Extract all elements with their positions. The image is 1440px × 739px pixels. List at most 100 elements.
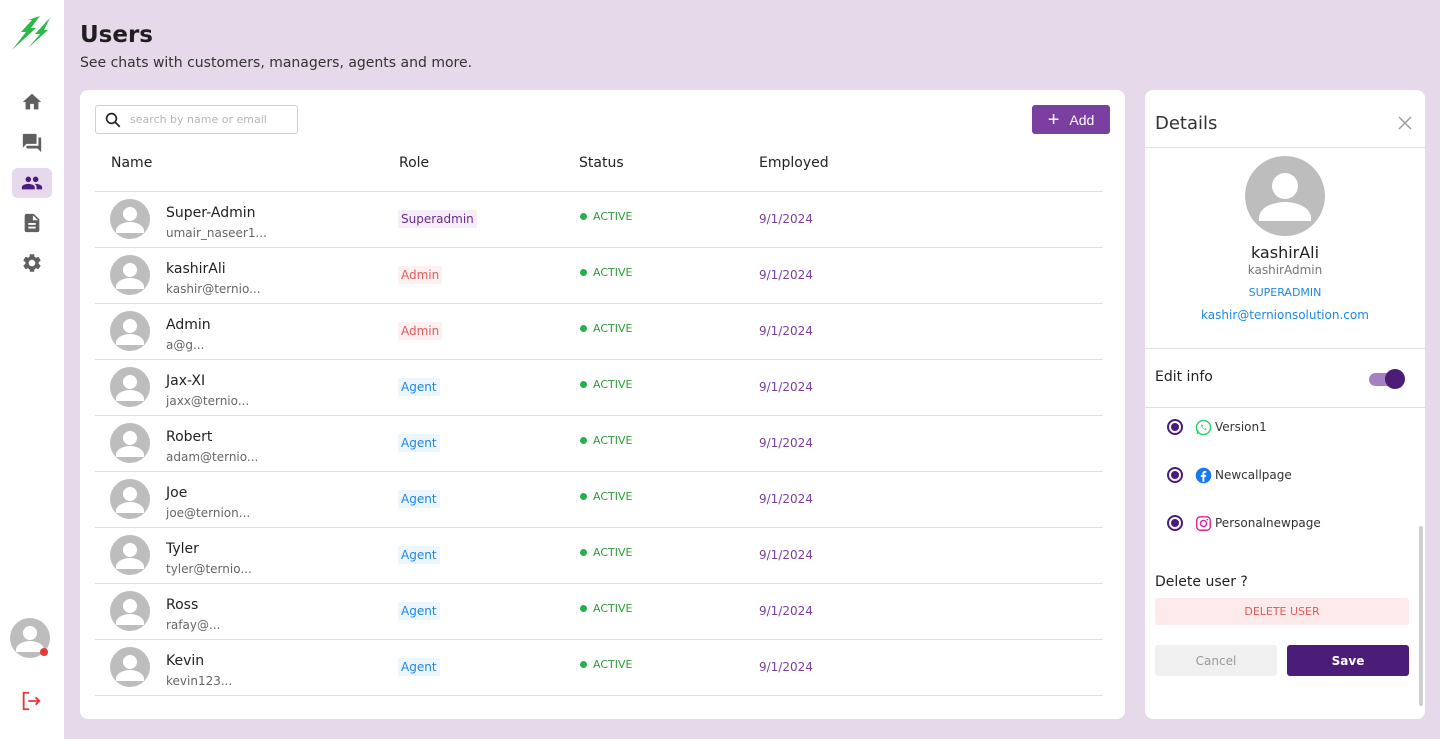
status-badge: ACTIVE bbox=[580, 490, 632, 503]
search-input[interactable] bbox=[130, 113, 290, 126]
user-avatar[interactable] bbox=[10, 618, 50, 658]
table-row[interactable]: Joe joe@ternion... Agent ACTIVE 9/1/2024 bbox=[95, 472, 1103, 528]
status-dot bbox=[40, 648, 48, 656]
logout-icon[interactable] bbox=[20, 690, 42, 712]
status-badge: ACTIVE bbox=[580, 210, 632, 223]
person-icon bbox=[116, 263, 144, 289]
status-dot bbox=[580, 661, 587, 668]
sidebar-item-home[interactable] bbox=[12, 87, 52, 117]
person-icon bbox=[116, 599, 144, 625]
table-row[interactable]: Admin a@g... Admin ACTIVE 9/1/2024 bbox=[95, 304, 1103, 360]
role-badge: Admin bbox=[398, 266, 443, 284]
table-row[interactable]: Super-Admin umair_naseer1... Superadmin ACT… bbox=[95, 192, 1103, 248]
employed-date: 9/1/2024 bbox=[759, 548, 813, 562]
page-option-newcallpage[interactable]: Newcallpage bbox=[1167, 465, 1292, 485]
page-subtitle: See chats with customers, managers, agen… bbox=[80, 55, 473, 71]
user-email: umair_naseer1... bbox=[166, 226, 267, 240]
status-label: ACTIVE bbox=[593, 602, 633, 615]
user-name: Joe bbox=[166, 485, 188, 501]
column-header-name: Name bbox=[111, 155, 153, 171]
details-username: kashirAdmin bbox=[1247, 263, 1323, 277]
page-option-version1[interactable]: Version1 bbox=[1167, 417, 1267, 437]
status-label: ACTIVE bbox=[593, 378, 633, 391]
status-badge: ACTIVE bbox=[580, 322, 632, 335]
cancel-button[interactable]: Cancel bbox=[1155, 645, 1277, 676]
status-badge: ACTIVE bbox=[580, 546, 632, 559]
chat-icon bbox=[22, 133, 42, 153]
status-badge: ACTIVE bbox=[580, 434, 632, 447]
scrollbar[interactable] bbox=[1419, 526, 1423, 706]
page-option-label: Newcallpage bbox=[1215, 468, 1292, 482]
role-badge: Agent bbox=[398, 490, 440, 508]
logo-icon bbox=[12, 16, 50, 50]
user-name: Robert bbox=[166, 429, 213, 445]
status-label: ACTIVE bbox=[593, 266, 633, 279]
edit-info-label: Edit info bbox=[1155, 369, 1213, 385]
details-email[interactable]: kashir@ternionsolution.com bbox=[1201, 308, 1369, 322]
add-button-label: Add bbox=[1069, 111, 1095, 128]
users-icon bbox=[21, 176, 43, 190]
person-icon bbox=[116, 207, 144, 233]
add-user-button[interactable]: + Add bbox=[1032, 105, 1110, 134]
user-name: Kevin bbox=[166, 653, 205, 669]
user-email: joe@ternion... bbox=[166, 506, 251, 520]
search-icon bbox=[105, 112, 121, 127]
save-button[interactable]: Save bbox=[1287, 645, 1409, 676]
details-role: SUPERADMIN bbox=[1248, 286, 1322, 299]
person-icon bbox=[116, 543, 144, 569]
status-dot bbox=[580, 381, 587, 388]
user-name: Admin bbox=[166, 317, 211, 333]
sidebar-item-chats[interactable] bbox=[12, 128, 52, 158]
status-label: ACTIVE bbox=[593, 322, 633, 335]
sidebar-item-settings[interactable] bbox=[12, 248, 52, 278]
edit-info-toggle[interactable] bbox=[1369, 368, 1407, 390]
user-email: adam@ternio... bbox=[166, 450, 259, 464]
person-icon bbox=[116, 319, 144, 345]
radio-button[interactable] bbox=[1167, 419, 1183, 435]
radio-button[interactable] bbox=[1167, 467, 1183, 483]
table-row[interactable]: Ross rafay@... Agent ACTIVE 9/1/2024 bbox=[95, 584, 1103, 640]
status-dot bbox=[580, 213, 587, 220]
details-avatar bbox=[1245, 156, 1325, 236]
avatar bbox=[110, 255, 150, 295]
divider bbox=[95, 191, 1103, 192]
user-name: Super-Admin bbox=[166, 205, 256, 221]
employed-date: 9/1/2024 bbox=[759, 604, 813, 618]
status-dot bbox=[580, 325, 587, 332]
sidebar-item-users[interactable] bbox=[12, 168, 52, 198]
user-email: a@g... bbox=[166, 338, 205, 352]
page-option-personalnewpage[interactable]: Personalnewpage bbox=[1167, 513, 1321, 533]
person-icon bbox=[116, 487, 144, 513]
delete-user-label: Delete user ? bbox=[1155, 574, 1248, 590]
plus-icon: + bbox=[1047, 108, 1060, 131]
instagram-icon bbox=[1196, 515, 1211, 531]
user-email: tyler@ternio... bbox=[166, 562, 252, 576]
table-row[interactable]: Jax-XI jaxx@ternio... Agent ACTIVE 9/1/2024 bbox=[95, 360, 1103, 416]
table-row[interactable]: Robert adam@ternio... Agent ACTIVE 9/1/2024 bbox=[95, 416, 1103, 472]
role-badge: Agent bbox=[398, 658, 440, 676]
table-row[interactable]: Tyler tyler@ternio... Agent ACTIVE 9/1/2024 bbox=[95, 528, 1103, 584]
role-badge: Superadmin bbox=[398, 210, 477, 228]
person-icon bbox=[116, 375, 144, 401]
avatar bbox=[110, 199, 150, 239]
delete-user-button[interactable]: DELETE USER bbox=[1155, 598, 1409, 625]
table-row[interactable]: Kevin kevin123... Agent ACTIVE 9/1/2024 bbox=[95, 640, 1103, 696]
search-box[interactable] bbox=[95, 105, 298, 134]
sidebar-item-documents[interactable] bbox=[12, 208, 52, 238]
employed-date: 9/1/2024 bbox=[759, 492, 813, 506]
status-badge: ACTIVE bbox=[580, 266, 632, 279]
employed-date: 9/1/2024 bbox=[759, 324, 813, 338]
table-row[interactable]: kashirAli kashir@ternio... Admin ACTIVE 9/1/… bbox=[95, 248, 1103, 304]
status-badge: ACTIVE bbox=[580, 602, 632, 615]
close-icon[interactable] bbox=[1398, 116, 1412, 130]
status-label: ACTIVE bbox=[593, 210, 633, 223]
avatar bbox=[110, 479, 150, 519]
page-option-label: Personalnewpage bbox=[1215, 516, 1321, 530]
status-dot bbox=[580, 549, 587, 556]
user-email: jaxx@ternio... bbox=[166, 394, 250, 408]
page-title: Users bbox=[80, 22, 153, 48]
radio-button[interactable] bbox=[1167, 515, 1183, 531]
role-badge: Agent bbox=[398, 546, 440, 564]
status-dot bbox=[580, 605, 587, 612]
avatar bbox=[110, 423, 150, 463]
